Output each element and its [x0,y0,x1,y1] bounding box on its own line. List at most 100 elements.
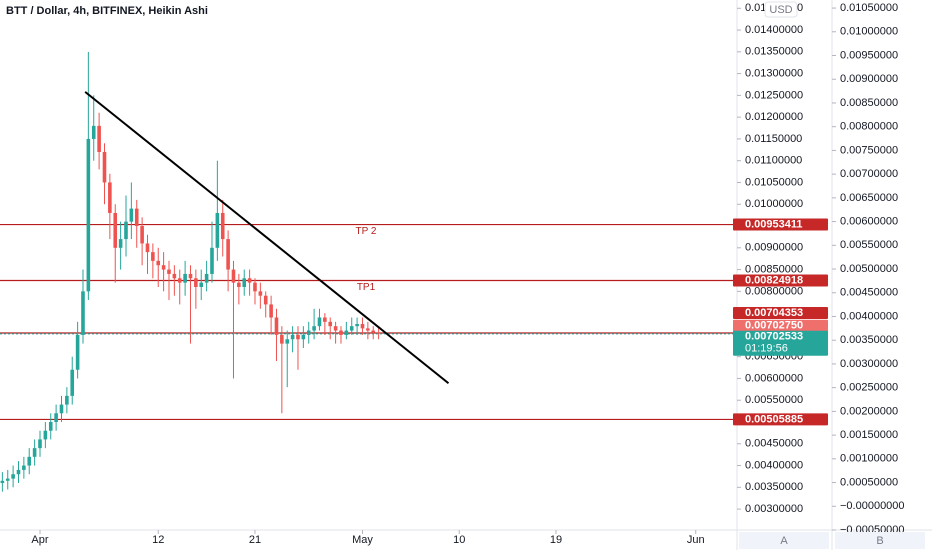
candle-body [280,334,284,344]
y-tick-label: 0.01400000 [745,24,803,36]
candle-body [339,330,343,335]
candle-body [113,212,118,248]
candle-body [188,273,193,279]
y2-tick-label: 0.00150000 [840,429,898,441]
countdown: 01:19:56 [745,343,788,355]
candle-body [11,474,15,479]
trendline [84,91,450,385]
candle-body [269,304,273,318]
y2-tick-label: 0.00400000 [840,310,898,322]
y2-tick-label: 0.00900000 [840,73,898,85]
y-tick-label: 0.00450000 [745,438,803,450]
y2-tick-label: 0.00450000 [840,287,898,299]
x-tick-label: May [352,534,373,546]
x-tick-label: 21 [249,534,261,546]
candle-body [0,480,5,483]
candle-body [134,208,139,227]
currency: USD [769,4,792,16]
candle-body [161,265,166,270]
candle-body [156,260,161,266]
candle-body [183,273,187,283]
scale-button-label: B [876,535,883,547]
scale-button[interactable] [739,532,829,549]
price-label: 0.00702750 [745,320,803,332]
y2-tick-label: 0.00950000 [840,49,898,61]
candle-body [124,221,128,240]
candle-body [220,212,225,240]
candle-body [140,226,144,244]
candle-body [290,334,295,340]
y-tick-label: 0.01250000 [745,89,803,101]
candle-body [86,138,91,292]
candle-body [215,212,220,248]
candle-body [366,328,370,331]
y-tick-label: 0.01000000 [745,198,803,210]
y2-tick-label: 0.00100000 [840,453,898,465]
candle-body [177,278,182,283]
candle-body [65,395,69,405]
price-label-box [733,274,828,287]
candle-body [285,339,290,344]
price-label: 0.00824918 [745,274,803,286]
y-tick-label: 0.01100000 [745,155,802,167]
candle-body [376,332,381,334]
candle-body [118,239,123,248]
y-tick-label: 0.00550000 [745,394,803,406]
y-tick-label: 0.00600000 [745,372,803,384]
candle-body [242,278,247,287]
candle-body [194,278,198,287]
candle-body [237,282,241,287]
y2-tick-label: 0.00650000 [840,192,898,204]
y2-tick-label: 0.00700000 [840,168,898,180]
candle-body [360,324,365,329]
price-label: 0.00702533 [745,331,803,343]
candle-body [91,125,96,139]
candle-body [27,456,32,466]
candle-body [145,243,150,253]
candle-body [274,317,279,335]
price-label-box [733,330,828,356]
x-tick-label: Jun [687,534,705,546]
candle-body [226,239,230,270]
y2-tick-label: 0.01050000 [840,2,898,14]
scale-button[interactable] [835,532,925,549]
candle-body [306,330,311,335]
currency-box [764,1,798,18]
candle-body [54,413,58,422]
candle-body [323,317,327,322]
y2-tick-label: 0.00750000 [840,144,898,156]
candle-body [167,269,171,274]
candle-body [312,326,316,331]
y2-tick-label: 0.00800000 [840,121,898,133]
y-tick-label: 0.01350000 [745,46,803,58]
candle-body [129,208,134,222]
chart-title: BTT / Dollar, 4h, BITFINEX, Heikin Ashi [6,5,208,17]
x-tick-label: Apr [31,534,48,546]
y-tick-label: 0.01200000 [745,111,803,123]
y2-tick-label: 0.00200000 [840,405,898,417]
y-tick-label: 0.01300000 [745,68,803,80]
candle-body [333,326,338,331]
y2-tick-label: 0.00050000 [840,476,898,488]
price-label: 0.00953411 [745,218,803,230]
y2-tick-label: 0.00600000 [840,215,898,227]
y2-tick-label: 0.00350000 [840,334,898,346]
candle-body [102,151,107,183]
y-tick-label: 0.00900000 [745,242,803,254]
candle-body [48,421,53,431]
candle-body [59,404,64,414]
level-name: TP1 [357,282,376,293]
y2-tick-label: 0.00500000 [840,263,898,275]
candle-body [231,269,236,283]
candle-body [32,448,37,457]
candle-body [296,334,300,340]
price-label-box [733,307,828,320]
candle-body [355,324,359,327]
candle-body [328,321,333,327]
candle-body [210,247,214,274]
y-tick-label: 0.00400000 [745,459,803,471]
candle-body [108,182,112,213]
price-label-box [733,319,828,332]
